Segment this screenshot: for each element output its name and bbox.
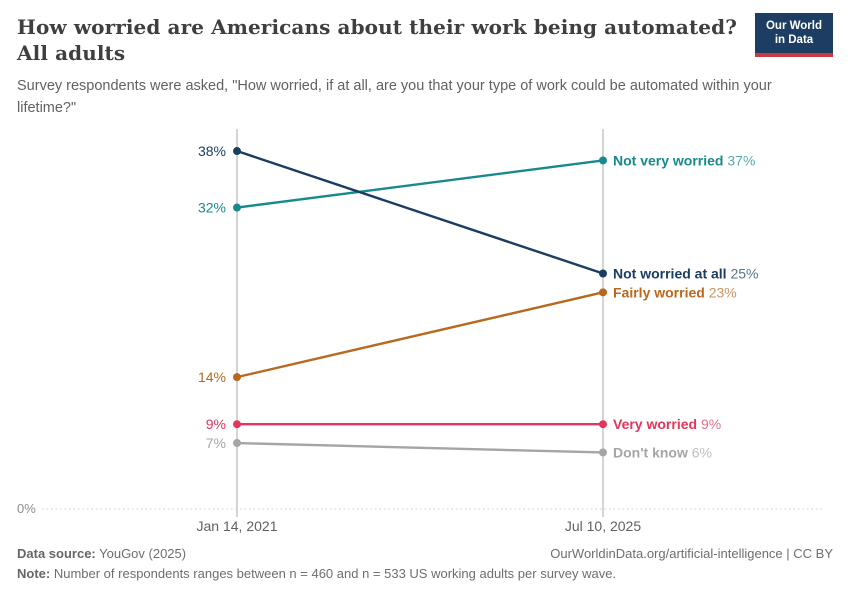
chart-subtitle: Survey respondents were asked, "How worr… bbox=[17, 77, 772, 116]
value-label-left-not-worried-at-all: 38% bbox=[198, 143, 226, 159]
value-label-left-don-t-know: 7% bbox=[206, 435, 226, 451]
series-label-not-worried-at-all: Not worried at all 25% bbox=[613, 266, 759, 282]
data-point-not-very-worried-end[interactable] bbox=[599, 156, 607, 165]
chart-footer: Data source: YouGov (2025) OurWorldinDat… bbox=[17, 544, 833, 584]
series-label-not-very-worried: Not very worried 37% bbox=[613, 152, 755, 168]
data-point-not-worried-at-all-start[interactable] bbox=[233, 147, 241, 156]
chart-title: How worried are Americans about their wo… bbox=[17, 15, 738, 66]
owid-logo-line2: in Data bbox=[774, 34, 814, 47]
series-label-very-worried: Very worried 9% bbox=[613, 416, 721, 432]
series-label-don-t-know: Don't know 6% bbox=[613, 444, 712, 460]
value-label-left-very-worried: 9% bbox=[206, 416, 226, 432]
x-tick-jul-10-2025: Jul 10, 2025 bbox=[565, 518, 641, 534]
owid-logo-line1: Our World bbox=[765, 20, 822, 32]
data-point-fairly-worried-start[interactable] bbox=[233, 373, 241, 382]
data-source: Data source: YouGov (2025) bbox=[17, 546, 187, 561]
value-label-left-fairly-worried: 14% bbox=[198, 369, 226, 385]
x-tick-jan-14-2021: Jan 14, 2021 bbox=[197, 518, 278, 534]
data-point-not-very-worried-start[interactable] bbox=[233, 203, 241, 212]
series-label-fairly-worried: Fairly worried 23% bbox=[613, 284, 737, 300]
data-point-don-t-know-end[interactable] bbox=[599, 448, 607, 457]
y-axis-zero-label: 0% bbox=[17, 501, 36, 516]
note: Note: Number of respondents ranges betwe… bbox=[17, 566, 617, 581]
series-line-not-worried-at-all[interactable] bbox=[236, 149, 604, 275]
series-line-fairly-worried[interactable] bbox=[236, 291, 604, 379]
series-line-not-very-worried[interactable] bbox=[236, 159, 604, 209]
credit-link[interactable]: OurWorldinData.org/artificial-intelligen… bbox=[550, 546, 833, 561]
data-point-not-worried-at-all-end[interactable] bbox=[599, 269, 607, 278]
owid-logo[interactable]: Our World in Data bbox=[755, 13, 833, 57]
data-point-fairly-worried-end[interactable] bbox=[599, 288, 607, 297]
series-line-don-t-know[interactable] bbox=[236, 441, 604, 454]
data-point-very-worried-end[interactable] bbox=[599, 420, 607, 429]
value-label-left-not-very-worried: 32% bbox=[198, 200, 226, 216]
chart-header: How worried are Americans about their wo… bbox=[17, 13, 833, 119]
data-point-don-t-know-start[interactable] bbox=[233, 439, 241, 448]
data-point-very-worried-start[interactable] bbox=[233, 420, 241, 429]
